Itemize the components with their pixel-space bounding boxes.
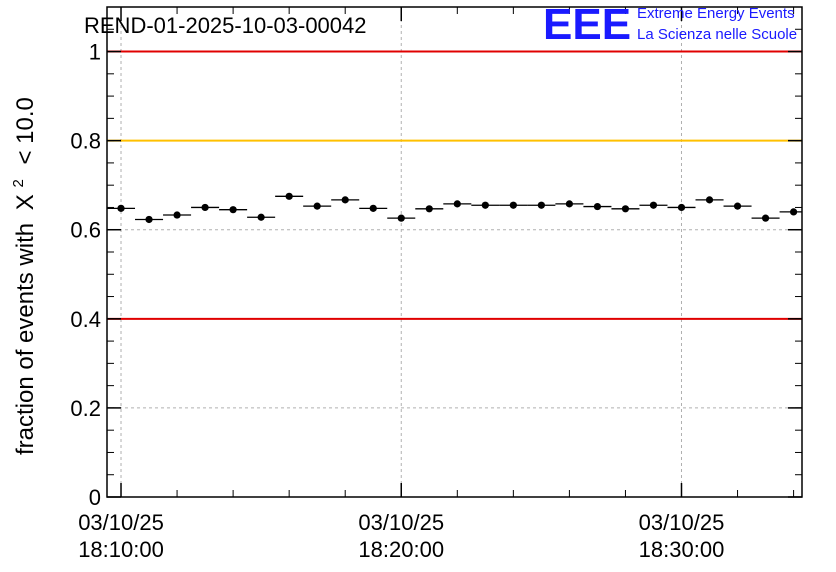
- x-tick-time: 18:20:00: [358, 537, 444, 562]
- data-point: [537, 201, 545, 209]
- y-tick-label: 0.8: [70, 129, 101, 154]
- eee-logo: EEE Extreme Energy Events La Scienza nel…: [543, 0, 797, 49]
- ylabel-suffix: < 10.0: [12, 97, 39, 164]
- data-point: [425, 205, 433, 213]
- data-point: [145, 215, 153, 224]
- x-tick-date: 03/10/25: [358, 510, 444, 535]
- ylabel-prefix: fraction of events with: [12, 223, 39, 455]
- logo-line-2: La Scienza nelle Scuole: [637, 26, 797, 43]
- data-point: [341, 196, 349, 204]
- data-point: [789, 208, 798, 216]
- y-tick-label: 0: [89, 485, 101, 510]
- data-point: [761, 214, 770, 222]
- y-tick-label: 0.4: [70, 307, 101, 332]
- y-tick-labels: 0 0.2 0.4 0.6 0.8 1: [70, 40, 101, 510]
- y-tick-label: 0.6: [70, 218, 101, 243]
- y-tick-label: 1: [89, 40, 101, 65]
- grid-lines: [107, 7, 802, 497]
- data-point: [593, 202, 602, 211]
- y-axis-label: fraction of events with X 2 < 10.0: [2, 97, 39, 455]
- data-point: [229, 206, 237, 214]
- reference-lines: [107, 50, 802, 320]
- data-point: [733, 202, 742, 210]
- data-point: [201, 203, 209, 212]
- x-tick-date: 03/10/25: [639, 510, 725, 535]
- data-point: [173, 211, 181, 219]
- data-points: [107, 192, 802, 224]
- data-point: [285, 192, 293, 200]
- x-tick-time: 18:10:00: [78, 537, 164, 562]
- data-point: [705, 196, 714, 204]
- data-point: [369, 204, 377, 212]
- ylabel-symbol: X: [12, 194, 39, 210]
- data-point: [453, 200, 461, 208]
- data-point: [621, 205, 630, 213]
- data-point: [257, 213, 265, 221]
- axis-ticks: [107, 6, 802, 498]
- data-point: [565, 200, 573, 208]
- data-point: [397, 214, 405, 222]
- x-tick-time: 18:30:00: [639, 537, 725, 562]
- ylabel-power: 2: [10, 179, 27, 187]
- x-tick-date: 03/10/25: [78, 510, 164, 535]
- data-point: [677, 203, 686, 212]
- y-tick-label: 0.2: [70, 396, 101, 421]
- plot-frame: [106, 6, 803, 498]
- data-point: [313, 202, 321, 210]
- data-point: [509, 201, 517, 209]
- chart-title: REND-01-2025-10-03-00042: [84, 13, 367, 38]
- data-point: [117, 204, 125, 212]
- logo-line-1: Extreme Energy Events: [637, 5, 795, 22]
- logo-mark: EEE: [543, 0, 631, 49]
- data-point: [649, 201, 658, 209]
- x-tick-labels: 03/10/2518:10:0003/10/2518:20:0003/10/25…: [78, 510, 724, 562]
- data-point: [481, 201, 489, 209]
